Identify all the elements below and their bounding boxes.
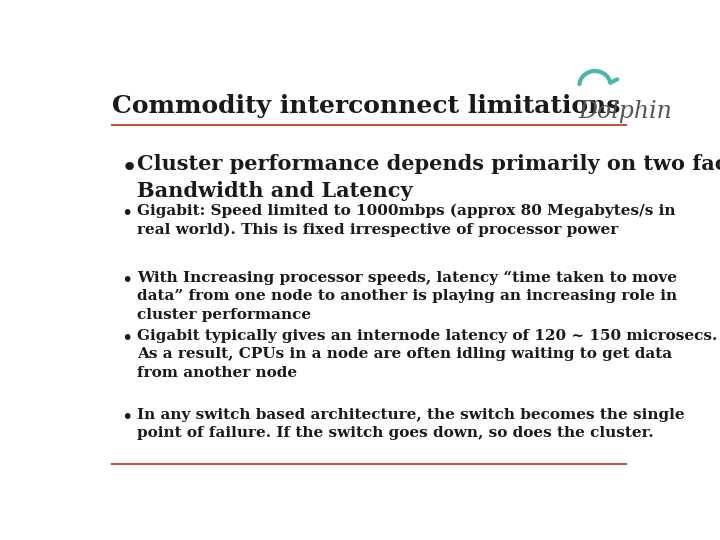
Text: With Increasing processor speeds, latency “time taken to move
data” from one nod: With Increasing processor speeds, latenc… xyxy=(138,271,678,322)
Text: •: • xyxy=(121,271,132,289)
Text: •: • xyxy=(121,154,138,182)
Text: •: • xyxy=(121,408,132,427)
Text: In any switch based architecture, the switch becomes the single
point of failure: In any switch based architecture, the sw… xyxy=(138,408,685,440)
Text: Gigabit typically gives an internode latency of 120 ~ 150 microsecs.
As a result: Gigabit typically gives an internode lat… xyxy=(138,329,718,380)
Text: Commodity interconnect limitations: Commodity interconnect limitations xyxy=(112,94,621,118)
Text: Gigabit: Speed limited to 1000mbps (approx 80 Megabytes/s in
real world). This i: Gigabit: Speed limited to 1000mbps (appr… xyxy=(138,204,676,238)
Text: Cluster performance depends primarily on two factors:
Bandwidth and Latency: Cluster performance depends primarily on… xyxy=(138,154,720,200)
Text: Dolphin: Dolphin xyxy=(578,100,672,123)
Text: •: • xyxy=(121,204,132,223)
Text: •: • xyxy=(121,329,132,348)
